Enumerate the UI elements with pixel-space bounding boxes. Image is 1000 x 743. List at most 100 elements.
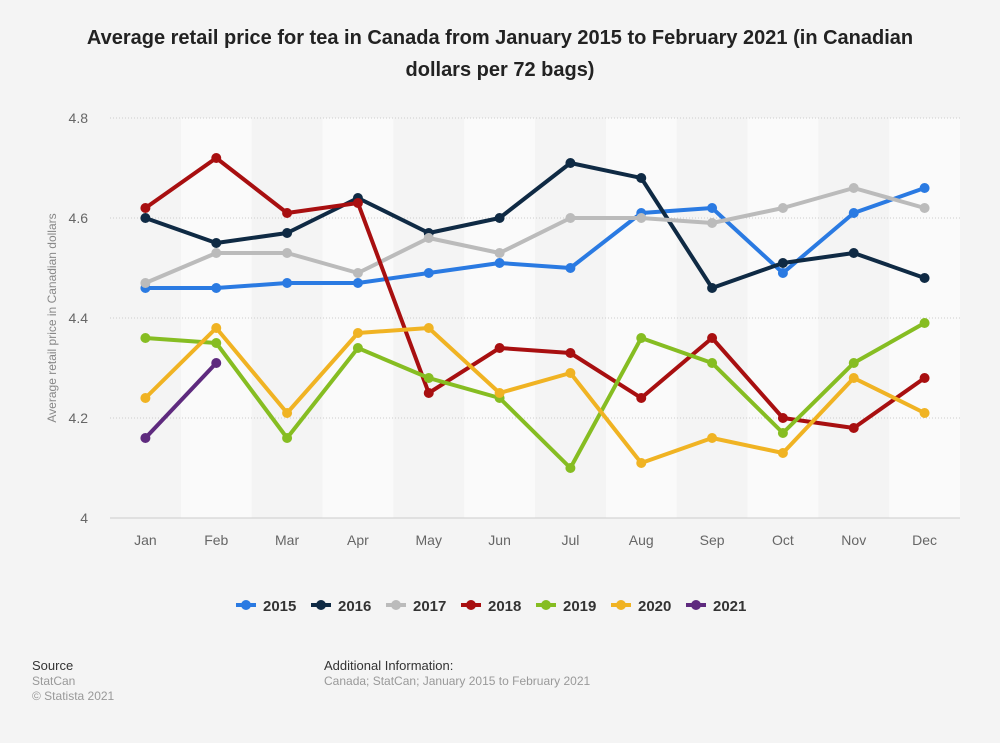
x-tick-label: Feb <box>204 532 228 548</box>
column-band <box>464 118 535 518</box>
legend-marker-2015 <box>241 600 251 610</box>
x-tick-label: May <box>416 532 442 548</box>
legend-marker-2017 <box>391 600 401 610</box>
x-tick-label: Sep <box>700 532 725 548</box>
y-tick-label: 4.4 <box>69 310 89 326</box>
data-point-2015 <box>848 208 859 218</box>
data-point-2019 <box>352 343 363 353</box>
data-point-2020 <box>848 373 859 383</box>
data-point-2020 <box>211 323 222 333</box>
data-point-2021 <box>211 358 222 368</box>
data-point-2018 <box>919 373 930 383</box>
legend-label-2017: 2017 <box>413 598 446 615</box>
data-point-2017 <box>565 213 576 223</box>
data-point-2016 <box>565 158 576 168</box>
copyright: © Statista 2021 <box>32 689 115 703</box>
data-point-2015 <box>777 268 788 278</box>
data-point-2019 <box>777 428 788 438</box>
chart-title: Average retail price for tea in Canada f… <box>86 27 914 81</box>
data-point-2020 <box>140 393 151 403</box>
data-point-2017 <box>352 268 363 278</box>
data-point-2019 <box>282 433 293 443</box>
y-tick-label: 4 <box>80 510 88 526</box>
data-point-2017 <box>848 183 859 193</box>
legend-label-2015: 2015 <box>263 598 296 615</box>
data-point-2018 <box>565 348 576 358</box>
data-point-2018 <box>211 153 222 163</box>
x-tick-label: Dec <box>912 532 937 548</box>
data-point-2018 <box>707 333 718 343</box>
data-point-2018 <box>352 198 363 208</box>
data-point-2015 <box>494 258 505 268</box>
data-point-2018 <box>423 388 434 398</box>
x-tick-label: Aug <box>629 532 654 548</box>
source-text: StatCan <box>32 674 76 688</box>
data-point-2020 <box>707 433 718 443</box>
x-tick-label: Apr <box>347 532 369 548</box>
series-line-2016 <box>144 161 926 290</box>
data-point-2019 <box>848 358 859 368</box>
data-point-2020 <box>352 328 363 338</box>
data-point-2016 <box>282 228 293 238</box>
data-point-2015 <box>352 278 363 288</box>
data-point-2017 <box>919 203 930 213</box>
data-point-2016 <box>494 213 505 223</box>
data-point-2019 <box>140 333 151 343</box>
data-point-2021 <box>140 433 151 443</box>
data-point-2016 <box>777 258 788 268</box>
data-point-2015 <box>423 268 434 278</box>
data-point-2019 <box>707 358 718 368</box>
data-point-2020 <box>919 408 930 418</box>
legend-marker-2019 <box>541 600 551 610</box>
info-label: Additional Information: <box>324 658 454 673</box>
info-text: Canada; StatCan; January 2015 to Februar… <box>324 674 591 688</box>
data-point-2019 <box>423 373 434 383</box>
data-point-2017 <box>282 248 293 258</box>
series-line-2019 <box>145 321 926 470</box>
legend-label-2016: 2016 <box>338 598 371 615</box>
data-point-2017 <box>636 213 647 223</box>
legend-label-2019: 2019 <box>563 598 596 615</box>
x-tick-label: Jan <box>134 532 157 548</box>
source-block: Source StatCan © Statista 2021 <box>32 658 114 704</box>
x-tick-label: Mar <box>275 532 299 548</box>
data-point-2017 <box>423 233 434 243</box>
data-point-2015 <box>919 183 930 193</box>
data-point-2017 <box>140 278 151 288</box>
y-tick-label: 4.6 <box>69 210 89 226</box>
x-tick-label: Jun <box>488 532 511 548</box>
y-tick-label: 4.8 <box>69 110 89 126</box>
x-tick-label: Nov <box>841 532 866 548</box>
legend-label-2021: 2021 <box>713 598 746 615</box>
source-label: Source <box>32 658 74 673</box>
legend-marker-2016 <box>316 600 326 610</box>
legend-label-2018: 2018 <box>488 598 521 615</box>
data-point-2020 <box>636 458 647 468</box>
legend-label-2020: 2020 <box>638 598 671 615</box>
series-line-2017 <box>144 186 926 285</box>
data-point-2016 <box>636 173 647 183</box>
data-point-2018 <box>140 203 151 213</box>
data-point-2017 <box>494 248 505 258</box>
legend-marker-2020 <box>616 600 626 610</box>
data-point-2018 <box>848 423 859 433</box>
y-tick-label: 4.2 <box>69 410 89 426</box>
data-point-2019 <box>565 463 576 473</box>
x-tick-label: Oct <box>772 532 794 548</box>
data-point-2017 <box>707 218 718 228</box>
data-point-2016 <box>140 213 151 223</box>
data-point-2018 <box>494 343 505 353</box>
data-point-2020 <box>282 408 293 418</box>
data-point-2017 <box>777 203 788 213</box>
data-point-2018 <box>282 208 293 218</box>
data-point-2015 <box>707 203 718 213</box>
data-point-2020 <box>423 323 434 333</box>
data-point-2016 <box>211 238 222 248</box>
data-point-2015 <box>211 283 222 293</box>
column-band <box>322 118 394 518</box>
series-line-2020 <box>144 326 926 465</box>
data-point-2020 <box>777 448 788 458</box>
data-point-2019 <box>919 318 930 328</box>
data-point-2020 <box>494 388 505 398</box>
